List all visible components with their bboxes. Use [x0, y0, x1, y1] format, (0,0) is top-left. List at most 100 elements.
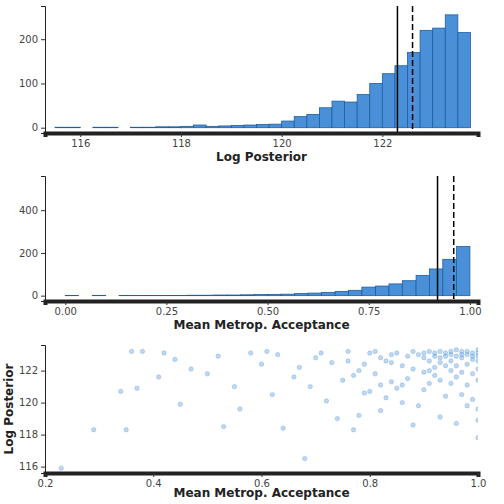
- scatter-point: [460, 370, 464, 374]
- histogram-bar: [416, 275, 429, 295]
- y-axis-line: [41, 177, 46, 302]
- scatter-point: [422, 356, 426, 360]
- histogram-bar: [244, 125, 257, 128]
- scatter-point: [433, 373, 437, 377]
- x-axis-tick-mark: [369, 301, 370, 305]
- y-axis-tick-mark: [41, 296, 45, 297]
- y-axis: 116118120122: [19, 346, 46, 474]
- x-axis-tick: 0.4: [146, 473, 162, 489]
- scatter-point: [476, 378, 478, 382]
- histogram-bar: [168, 126, 181, 128]
- scatter-point: [357, 413, 361, 417]
- scatter-point: [221, 424, 225, 428]
- y-axis-tick: 0: [32, 290, 45, 301]
- scatter-point: [292, 375, 296, 379]
- x-axis-tick-mark: [268, 301, 269, 305]
- y-axis-tick-label: 200: [19, 248, 38, 259]
- panel: 1161181201220100200Log Posterior: [19, 6, 479, 164]
- y-axis-tick-mark: [41, 403, 45, 404]
- histogram-bar: [335, 291, 348, 295]
- histogram-bar: [281, 294, 295, 295]
- histogram-bar: [55, 127, 68, 128]
- scatter-point: [395, 351, 399, 355]
- x-axis-tick: 118: [172, 133, 191, 149]
- reference-line: [437, 176, 439, 301]
- histogram-bar: [133, 295, 146, 296]
- scatter-point: [373, 349, 377, 353]
- x-axis: 116118120122: [46, 133, 479, 149]
- histogram-bar: [240, 294, 254, 296]
- scatter-point: [443, 364, 447, 368]
- panel: 0.000.250.500.751.000200400Mean Metrop. …: [19, 176, 482, 332]
- histogram-bar: [219, 126, 232, 128]
- histogram-bar: [402, 281, 416, 296]
- x-axis-tick: 1.0: [471, 473, 487, 489]
- histogram-bar: [308, 293, 321, 296]
- x-axis-tick: 1.00: [459, 301, 481, 317]
- histogram-bar: [105, 127, 118, 128]
- y-axis-tick: 116: [19, 461, 45, 472]
- histogram-bar: [187, 295, 200, 296]
- x-axis-tick: 0.2: [38, 473, 54, 489]
- scatter-point: [465, 352, 469, 356]
- scatter-point: [384, 396, 388, 400]
- histogram-bar: [119, 295, 133, 296]
- histogram-bar: [282, 121, 295, 128]
- scatter-point: [308, 384, 312, 388]
- y-axis-tick-mark: [41, 83, 45, 84]
- scatter-point: [449, 368, 453, 372]
- scatter-point: [335, 416, 339, 420]
- scatter-point: [389, 352, 393, 356]
- y-axis-tick-mark: [41, 39, 45, 40]
- histogram-bar: [231, 125, 244, 127]
- histogram-bar: [146, 295, 159, 296]
- x-axis-tick-mark: [478, 473, 479, 477]
- x-axis-line: [46, 302, 479, 306]
- x-axis-tick-mark: [166, 301, 167, 305]
- reference-line: [397, 6, 399, 133]
- scatter-point: [476, 436, 478, 440]
- histogram-bar: [457, 247, 470, 296]
- scatter-point: [427, 359, 431, 363]
- plot-area: [65, 176, 470, 301]
- scatter-point: [389, 360, 393, 364]
- plot-area: [55, 6, 470, 133]
- histogram-bar: [160, 295, 174, 296]
- x-axis-tick-mark: [80, 133, 81, 137]
- x-axis-tick-label: 118: [172, 138, 191, 149]
- histogram-bar: [345, 102, 358, 128]
- histogram-bar: [357, 95, 370, 128]
- scatter-point: [400, 400, 404, 404]
- scatter-point: [248, 351, 252, 355]
- y-axis-tick-mark: [41, 435, 45, 436]
- histogram-bar: [321, 292, 335, 295]
- x-axis-tick-label: 1.0: [471, 478, 487, 489]
- scatter-point: [460, 349, 464, 353]
- histogram-bar: [181, 126, 194, 127]
- scatter-point: [465, 404, 469, 408]
- scatter-point: [476, 367, 478, 371]
- scatter-point: [443, 394, 447, 398]
- scatter-point: [373, 372, 377, 376]
- histogram-bar: [445, 15, 458, 128]
- histogram-bar: [269, 124, 282, 128]
- scatter-point: [205, 372, 209, 376]
- x-axis-tick: 0.8: [362, 473, 378, 489]
- histogram-bar: [256, 125, 269, 128]
- x-axis-tick-label: 1.00: [459, 306, 481, 317]
- histogram-bar: [443, 259, 457, 295]
- histogram-bar: [173, 295, 186, 296]
- x-axis-tick: 122: [373, 133, 392, 149]
- scatter-point: [156, 375, 160, 379]
- scatter-point: [135, 386, 139, 390]
- x-axis-tick: 0.75: [358, 301, 380, 317]
- scatter-point: [454, 421, 458, 425]
- histogram-bar: [370, 83, 383, 127]
- histogram-bar: [295, 294, 308, 296]
- histogram-bar: [227, 295, 240, 297]
- y-axis-tick-label: 116: [19, 461, 38, 472]
- y-axis-tick: 200: [19, 248, 45, 259]
- y-axis: 0200400: [19, 177, 46, 302]
- histogram-bar: [254, 295, 267, 296]
- scatter-point: [416, 404, 420, 408]
